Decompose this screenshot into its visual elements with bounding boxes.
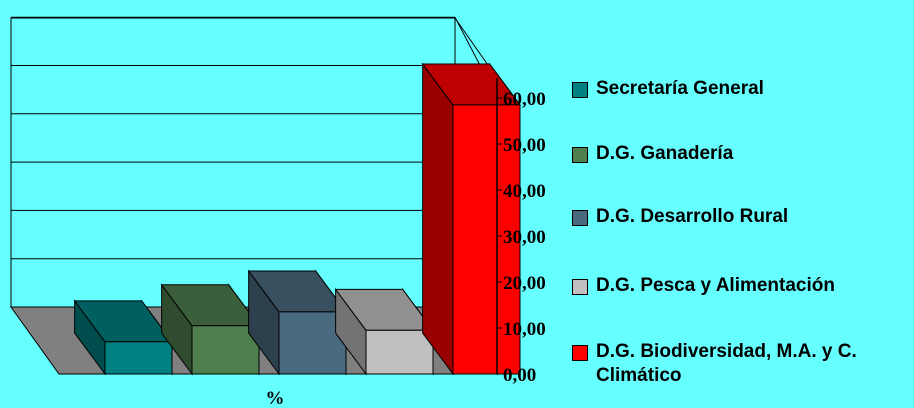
bar-front <box>278 311 347 375</box>
legend-label: D.G. Desarrollo Rural <box>596 206 789 227</box>
x-axis-label: % <box>266 388 285 408</box>
legend-label: D.G. Biodiversidad, M.A. y C. Climático <box>596 341 857 386</box>
legend-label: Secretaría General <box>596 78 764 99</box>
tick-label: 0,00 <box>503 365 536 386</box>
bar-front <box>452 104 521 375</box>
tick-label: 50,00 <box>503 135 546 156</box>
legend-item-dg-biodiversidad: D.G. Biodiversidad, M.A. y C. Climático <box>572 340 914 388</box>
legend: Secretaría General D.G. Ganadería D.G. D… <box>568 72 914 395</box>
legend-swatch <box>572 345 588 361</box>
legend-swatch <box>572 279 588 295</box>
legend-swatch <box>572 147 588 163</box>
bar-front <box>104 341 173 375</box>
legend-label: D.G. Ganadería <box>596 143 734 164</box>
tick-label: 30,00 <box>503 227 546 248</box>
legend-item-dg-desarrollo-rural: D.G. Desarrollo Rural <box>572 205 914 229</box>
tick-label: 20,00 <box>503 273 546 294</box>
legend-item-dg-pesca: D.G. Pesca y Alimentación <box>572 274 914 298</box>
tick-label: 40,00 <box>503 181 546 202</box>
tick-label: 60,00 <box>503 89 546 110</box>
bar <box>334 287 434 376</box>
bar-front <box>365 329 434 375</box>
tick-label: 10,00 <box>503 319 546 340</box>
bar <box>247 269 347 376</box>
legend-item-dg-ganaderia: D.G. Ganadería <box>572 142 914 166</box>
legend-label: D.G. Pesca y Alimentación <box>596 275 835 296</box>
bar <box>160 283 260 376</box>
bar <box>73 299 173 376</box>
bar-left-face <box>422 62 454 376</box>
legend-swatch <box>572 82 588 98</box>
legend-item-secretaria-general: Secretaría General <box>572 77 914 101</box>
bar-front <box>191 325 260 375</box>
legend-swatch <box>572 210 588 226</box>
